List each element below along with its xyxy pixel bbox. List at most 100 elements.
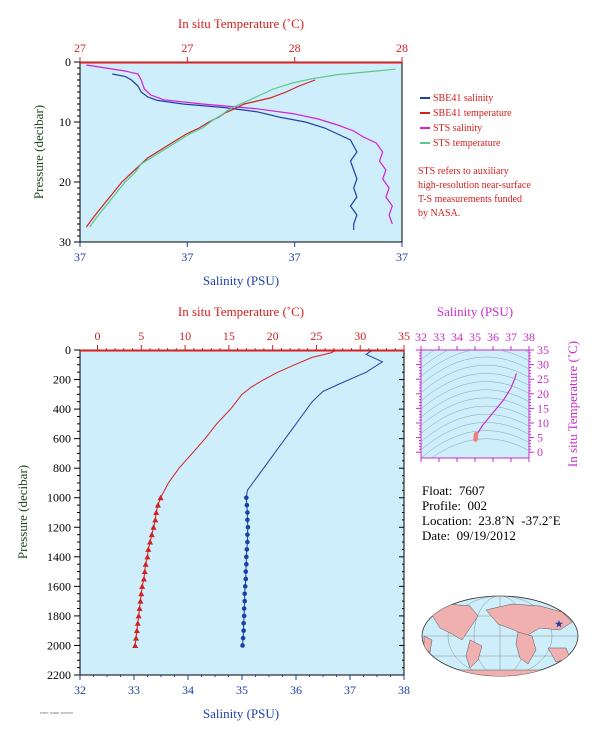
bottom-temp-tick-label: 20 [267,329,279,343]
top-sal-tick-label: 37 [396,250,408,264]
top-series-sbe41-salinity [112,73,358,230]
ts-temp-tick-label: 35 [537,343,549,357]
top-temperature-axis-label: In situ Temperature (˚C) [178,16,304,31]
temperature-bottle-marker [132,642,139,648]
temperature-bottle-marker [153,509,160,515]
bottom-y-tick-label: 2000 [47,638,71,652]
ts-temp-tick-label: 0 [537,445,543,459]
world-map [421,595,579,677]
salinity-bottle-marker [243,569,249,574]
map-land [423,603,573,676]
density-contour [421,405,529,434]
top-y-tick-label: 0 [65,55,71,69]
salinity-bottle-marker [244,554,249,560]
temperature-bottle-marker [138,590,145,597]
date-info: Date: 09/19/2012 [422,528,516,544]
date-label: Date: [422,528,451,543]
legend-label-sts-salinity: STS salinity [433,123,482,134]
ts-deep-point [473,437,478,442]
bottom-sal-tick-label: 36 [290,683,302,697]
bottom-temperature-axis-label: In situ Temperature (˚C) [178,304,304,319]
bottom-series-temperature [160,350,336,498]
sts-note-line-2: high-resolution near-surface [418,180,531,191]
bottom-temp-tick-label: 5 [138,329,144,343]
top-sal-tick-label: 37 [289,250,301,264]
salinity-bottle-marker [245,532,250,537]
ts-temperature-axis-label: In situ Temperature (˚C) [565,341,580,467]
legend-label-sbe41-salinity: SBE41 salinity [433,93,493,104]
sts-note-line-1: STS refers to auxiliary [418,166,509,177]
ts-sal-tick-label: 32 [415,330,427,344]
bottom-y-tick-label: 200 [53,373,71,387]
sts-note: STS refers to auxiliary high-resolution … [418,166,531,219]
salinity-bottle-marker [242,584,248,589]
legend-label-sts-temperature: STS temperature [433,138,501,149]
top-y-tick-label: 10 [59,115,71,129]
salinity-bottle-marker [241,620,246,626]
top-temp-tick-label: 27 [74,41,86,55]
density-contour [421,350,529,377]
salinity-bottle-marker [245,539,250,545]
temperature-bottle-marker [140,575,147,582]
top-panel: 0 10 20 30 27 27 28 28 37 37 37 37 In situ Temperat… [31,16,531,288]
temperature-bottle-marker [145,546,152,552]
temperature-bottle-marker [157,494,164,501]
temperature-bottle-marker [137,598,144,604]
bottom-temp-tick-label: 25 [310,329,322,343]
bottom-y-tick-label: 1000 [47,491,71,505]
location-info: Location: 23.8˚N -37.2˚E [422,513,561,529]
density-contour [421,430,529,458]
density-contour [421,397,529,426]
top-temp-tick-label: 27 [181,41,193,55]
bottom-panel: 0200400600800100012001400160018002000220… [15,304,410,721]
top-temp-tick-label: 28 [396,41,408,55]
bottom-series-salinity [245,350,384,498]
temperature-bottle-marker [133,627,140,634]
bottom-sal-tick-label: 37 [344,683,356,697]
bottom-sal-tick-label: 32 [74,683,86,697]
temperature-bottle-marker [144,553,151,560]
salinity-bottle-marker [242,598,247,604]
bottom-temp-tick-label: 0 [95,329,101,343]
top-series-sbe41-temperature [85,79,316,228]
top-y-tick-label: 20 [59,175,71,189]
float-value: 7607 [458,483,485,498]
salinity-bottle-marker [241,613,247,619]
salinity-bottle-marker [243,576,249,582]
ts-sal-tick-label: 35 [469,330,481,344]
temperature-bottle-marker [152,516,159,523]
ts-temp-tick-label: 20 [537,387,549,401]
bottom-plot-area [79,349,405,676]
sts-note-line-4: by NASA. [418,208,460,219]
ts-sal-tick-label: 38 [523,330,535,344]
salinity-bottle-marker [244,547,250,552]
bottom-sal-tick-label: 38 [398,683,410,697]
ts-temp-tick-label: 10 [537,416,549,430]
ts-sal-tick-label: 36 [487,330,499,344]
bottom-pressure-axis-label: Pressure (decibar) [15,465,30,559]
salinity-bottle-marker [241,606,247,611]
ts-temp-tick-label: 15 [537,401,549,415]
bottom-salinity-axis-label: Salinity (PSU) [203,706,279,721]
bottom-temp-tick-label: 15 [223,329,235,343]
density-contour [421,381,529,410]
profile-label: Profile: [422,498,461,513]
profile-value: 002 [467,498,488,513]
ts-temp-tick-label: 30 [537,358,549,372]
location-label: Location: [422,513,472,528]
bottom-y-tick-label: 1800 [47,609,71,623]
bottom-temp-tick-label: 35 [398,329,410,343]
top-plot-area [79,61,403,243]
salinity-bottle-marker [245,517,250,523]
bottom-sal-tick-label: 35 [236,683,248,697]
bottom-y-tick-label: 800 [53,461,71,475]
bottom-y-tick-label: 1600 [47,579,71,593]
bottom-sal-tick-label: 34 [182,683,194,697]
top-sal-tick-label: 37 [74,250,86,264]
temperature-bottle-marker [135,612,142,619]
bottom-y-tick-label: 400 [53,402,71,416]
salinity-bottle-marker [245,510,250,515]
footer-code: F7607_P002N_NXXXXX [40,711,74,715]
